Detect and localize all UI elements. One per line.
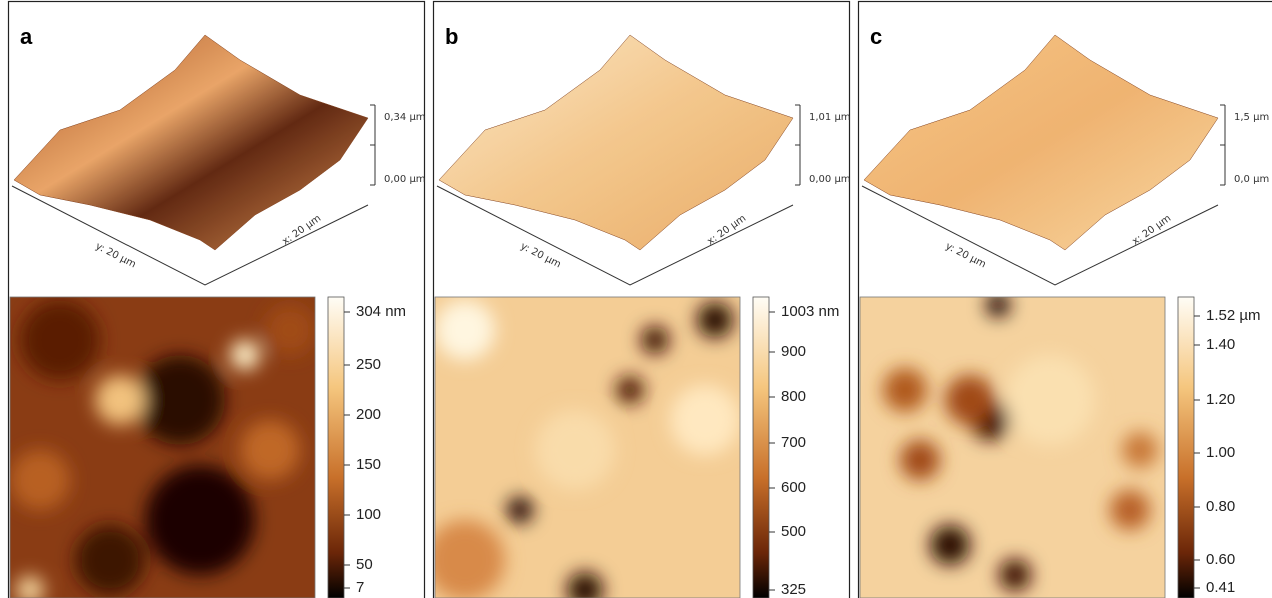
- feature: [240, 420, 300, 480]
- feature: [670, 385, 740, 455]
- colorbar-label: 304 nm: [356, 303, 406, 320]
- figure: ay: 20 µmx: 20 µm0,34 µm0,00 µm304 nm250…: [0, 0, 1272, 598]
- feature: [265, 305, 315, 355]
- z-top-label: 0,34 µm: [384, 112, 426, 123]
- panel-label: b: [445, 24, 458, 49]
- z-bottom-label: 0,0 µm: [1234, 174, 1269, 185]
- feature: [10, 450, 70, 510]
- panel-label: a: [20, 24, 33, 49]
- colorbar-label: 250: [356, 356, 381, 373]
- feature: [20, 300, 100, 380]
- colorbar-label: 150: [356, 456, 381, 473]
- z-top-label: 1,01 µm: [809, 112, 851, 123]
- colorbar-label: 700: [781, 434, 806, 451]
- feature: [1122, 432, 1158, 468]
- feature: [900, 440, 940, 480]
- afm-image: [860, 293, 1165, 598]
- feature: [95, 375, 145, 425]
- feature: [230, 340, 260, 370]
- colorbar-label: 50: [356, 556, 373, 573]
- colorbar: [753, 297, 769, 598]
- colorbar-label: 1.40: [1206, 336, 1235, 353]
- z-top-label: 1,5 µm: [1234, 112, 1269, 123]
- feature: [945, 375, 995, 425]
- feature: [1110, 490, 1150, 530]
- colorbar-label: 325: [781, 581, 806, 598]
- colorbar-label: 600: [781, 479, 806, 496]
- panel: cy: 20 µmx: 20 µm1,5 µm0,0 µm1.52 µm1.40…: [859, 2, 1272, 598]
- colorbar-label: 900: [781, 343, 806, 360]
- colorbar-label: 0.41: [1206, 579, 1235, 596]
- feature: [697, 302, 733, 338]
- colorbar: [328, 297, 344, 598]
- colorbar-label: 1003 nm: [781, 303, 839, 320]
- feature: [616, 376, 644, 404]
- afm-image: [425, 297, 740, 598]
- afm-image: [10, 297, 315, 598]
- y-axis-label: y: 20 µm: [94, 241, 138, 271]
- feature: [435, 300, 495, 360]
- feature: [999, 559, 1031, 591]
- colorbar-label: 200: [356, 406, 381, 423]
- z-bottom-label: 0,00 µm: [384, 174, 426, 185]
- feature: [535, 410, 615, 490]
- colorbar-label: 100: [356, 506, 381, 523]
- feature: [641, 326, 669, 354]
- feature: [425, 520, 505, 598]
- feature: [135, 355, 225, 445]
- colorbar-label: 1.00: [1206, 444, 1235, 461]
- colorbar: [1178, 297, 1194, 598]
- z-bottom-label: 0,00 µm: [809, 174, 851, 185]
- feature: [75, 525, 145, 595]
- feature: [1005, 355, 1095, 445]
- colorbar-label: 800: [781, 388, 806, 405]
- colorbar-label: 1.52 µm: [1206, 307, 1261, 324]
- colorbar-label: 1.20: [1206, 391, 1235, 408]
- colorbar-label: 0.60: [1206, 551, 1235, 568]
- feature: [883, 368, 927, 412]
- feature: [507, 497, 533, 523]
- colorbar-label: 500: [781, 523, 806, 540]
- colorbar-label: 7: [356, 579, 364, 596]
- feature: [930, 525, 970, 565]
- colorbar-label: 0.80: [1206, 498, 1235, 515]
- feature: [145, 465, 255, 575]
- y-axis-label: y: 20 µm: [519, 241, 563, 271]
- y-axis-label: y: 20 µm: [944, 241, 988, 271]
- panel-label: c: [870, 24, 882, 49]
